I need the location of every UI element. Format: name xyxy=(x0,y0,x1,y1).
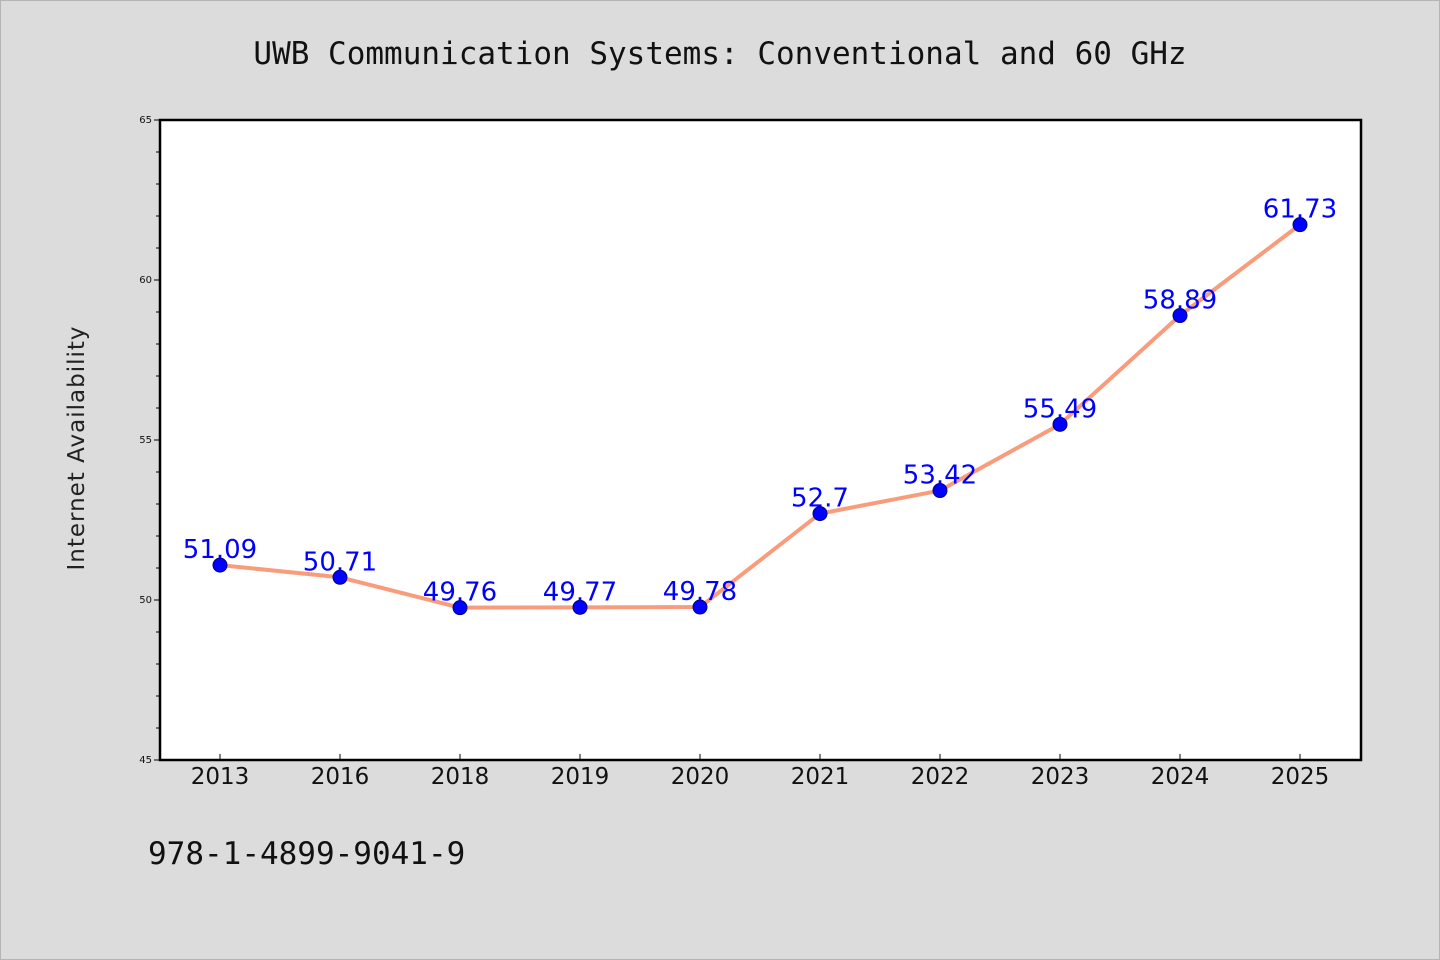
x-tick-label: 2023 xyxy=(1031,764,1090,790)
x-axis-ticks: 2013 2016 2018 2019 2020 2021 2022 2023 2024 2025 xyxy=(191,754,1330,790)
series-line xyxy=(218,222,1302,610)
data-label: 50.71 xyxy=(303,547,377,577)
data-point xyxy=(812,506,828,522)
x-tick-label: 2024 xyxy=(1151,764,1210,790)
data-label: 49.77 xyxy=(543,577,617,607)
y-tick-label: 45 xyxy=(139,755,152,766)
data-point xyxy=(572,599,588,615)
x-tick-label: 2013 xyxy=(191,764,250,790)
data-point xyxy=(1292,217,1308,233)
y-tick-label: 65 xyxy=(139,115,152,126)
data-point xyxy=(1172,308,1188,324)
data-point xyxy=(332,569,348,585)
footer-code: 978-1-4899-9041-9 xyxy=(148,836,465,872)
x-tick-label: 2020 xyxy=(671,764,730,790)
y-tick-label: 55 xyxy=(139,435,152,446)
chart-title: UWB Communication Systems: Conventional … xyxy=(253,36,1186,72)
data-labels: 51.09 50.71 49.76 49.77 49.78 52.7 53.42 55.49 5… xyxy=(183,195,1337,608)
x-tick-label: 2022 xyxy=(911,764,970,790)
data-points xyxy=(212,217,1308,616)
x-tick-label: 2021 xyxy=(791,764,850,790)
data-label: 61.73 xyxy=(1263,195,1337,225)
y-axis-ticks: 45 50 55 60 65 xyxy=(139,115,160,766)
x-tick-label: 2018 xyxy=(431,764,490,790)
data-label: 55.49 xyxy=(1023,394,1097,424)
data-label: 51.09 xyxy=(183,535,257,565)
x-tick-label: 2025 xyxy=(1271,764,1330,790)
data-point xyxy=(212,557,228,573)
data-label: 58.89 xyxy=(1143,286,1217,316)
data-label: 52.7 xyxy=(791,484,849,514)
data-label: 53.42 xyxy=(903,461,977,491)
x-tick-label: 2016 xyxy=(311,764,370,790)
y-tick-label: 50 xyxy=(139,595,152,606)
plot-area xyxy=(158,118,1363,762)
data-point xyxy=(1052,416,1068,432)
data-point xyxy=(452,600,468,616)
data-label: 49.78 xyxy=(663,577,737,607)
data-label: 49.76 xyxy=(423,578,497,608)
x-tick-label: 2019 xyxy=(551,764,610,790)
y-tick-label: 60 xyxy=(139,275,152,286)
data-point xyxy=(932,483,948,499)
y-axis-label: Internet Availability xyxy=(64,325,90,570)
data-point xyxy=(692,599,708,615)
